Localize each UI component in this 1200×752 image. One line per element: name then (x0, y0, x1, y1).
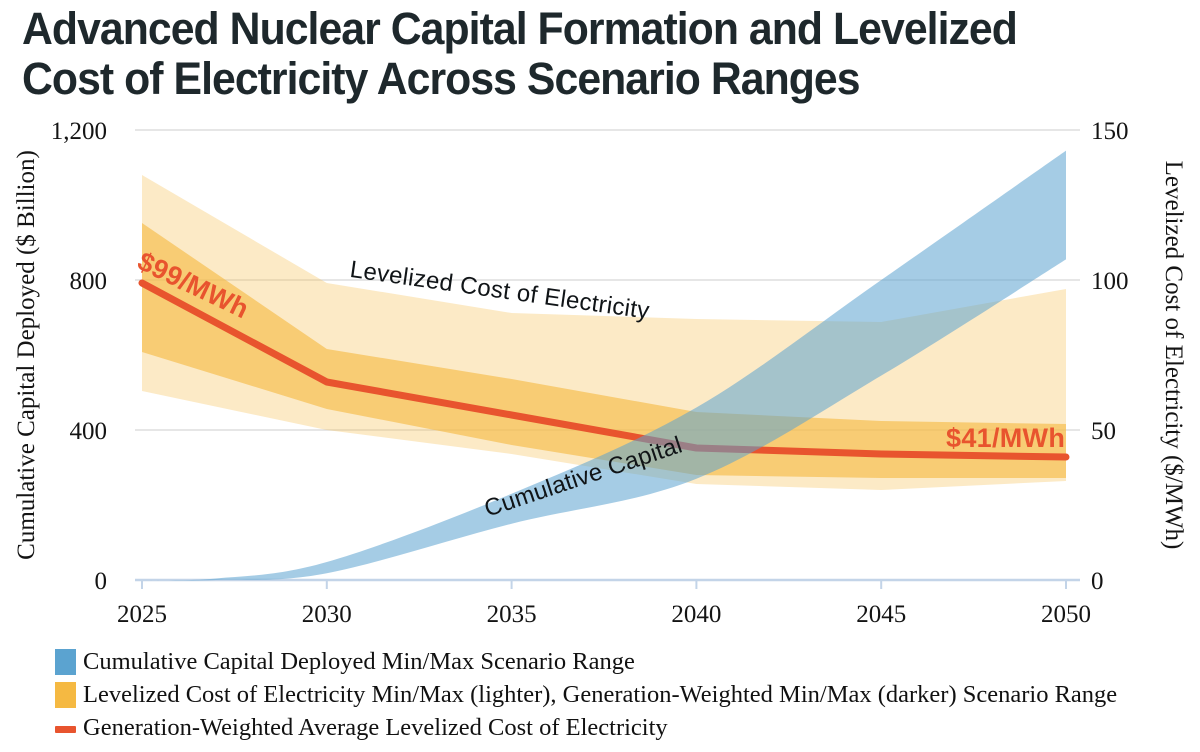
legend-label: Generation-Weighted Average Levelized Co… (83, 714, 668, 741)
right-axis-tick-label: 100 (1091, 268, 1129, 295)
legend-label: Cumulative Capital Deployed Min/Max Scen… (83, 648, 635, 675)
x-axis-tick-label: 2030 (302, 601, 352, 628)
right-axis-tick-label: 50 (1091, 418, 1116, 445)
red-line-swatch (55, 725, 76, 733)
x-axis-tick-label: 2040 (671, 601, 721, 628)
blue-band-swatch (55, 649, 76, 675)
legend-item-cumulative-capital: Cumulative Capital Deployed Min/Max Scen… (55, 648, 1117, 676)
legend-item-lcoe-range: Levelized Cost of Electricity Min/Max (l… (55, 681, 1117, 709)
line-lcoe-average (138, 279, 1070, 461)
x-axis-tick-label: 2025 (117, 601, 167, 628)
orange-band-swatch (55, 682, 76, 708)
left-axis-title: Cumulative Capital Deployed ($ Billion) (13, 150, 40, 560)
x-axis-tick-label: 2045 (856, 601, 906, 628)
band-lcoe-dark (142, 223, 1066, 478)
legend-item-lcoe-average: Generation-Weighted Average Levelized Co… (55, 714, 1117, 742)
left-axis-tick-label: 0 (95, 568, 108, 595)
x-axis-tick-label: 2050 (1041, 601, 1091, 628)
right-axis-title: Levelized Cost of Electricity ($/MWh) (1160, 161, 1187, 550)
band-cumulative-capital (142, 150, 1066, 581)
left-axis-tick-label: 800 (70, 268, 108, 295)
x-axis-tick-label: 2035 (487, 601, 537, 628)
right-axis-tick-label: 150 (1091, 118, 1129, 145)
end-price-annotation: $41/MWh (946, 423, 1066, 453)
right-axis-tick-label: 0 (1091, 568, 1104, 595)
chart-title: Advanced Nuclear Capital Formation and L… (22, 3, 1018, 105)
legend-label: Levelized Cost of Electricity Min/Max (l… (83, 681, 1118, 708)
left-axis-tick-label: 1,200 (51, 118, 107, 145)
legend: Cumulative Capital Deployed Min/Max Scen… (55, 648, 1117, 742)
left-axis-tick-label: 400 (70, 418, 108, 445)
